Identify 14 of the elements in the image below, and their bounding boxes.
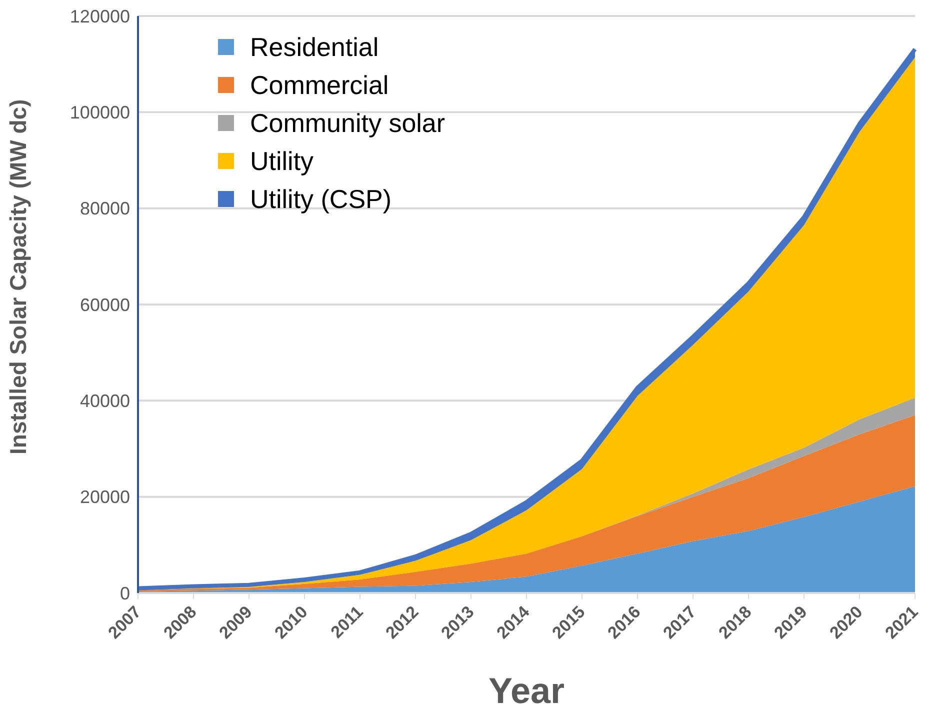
y-tick-label: 80000: [80, 198, 130, 219]
legend-label: Commercial: [250, 69, 389, 102]
y-axis-title: Installed Solar Capacity (MW dc): [5, 99, 32, 454]
y-tick-label: 60000: [80, 294, 130, 315]
y-tick-label: 0: [120, 583, 130, 604]
y-tick-label: 100000: [70, 102, 130, 123]
legend-label: Community solar: [250, 107, 446, 140]
legend-label: Residential: [250, 31, 379, 64]
x-axis-title: Year: [488, 670, 565, 711]
y-tick-label: 20000: [80, 487, 130, 508]
y-tick-label: 120000: [70, 6, 130, 26]
y-tick-label: 40000: [80, 391, 130, 412]
legend-label: Utility: [250, 145, 314, 178]
legend-label: Utility (CSP): [250, 183, 392, 216]
